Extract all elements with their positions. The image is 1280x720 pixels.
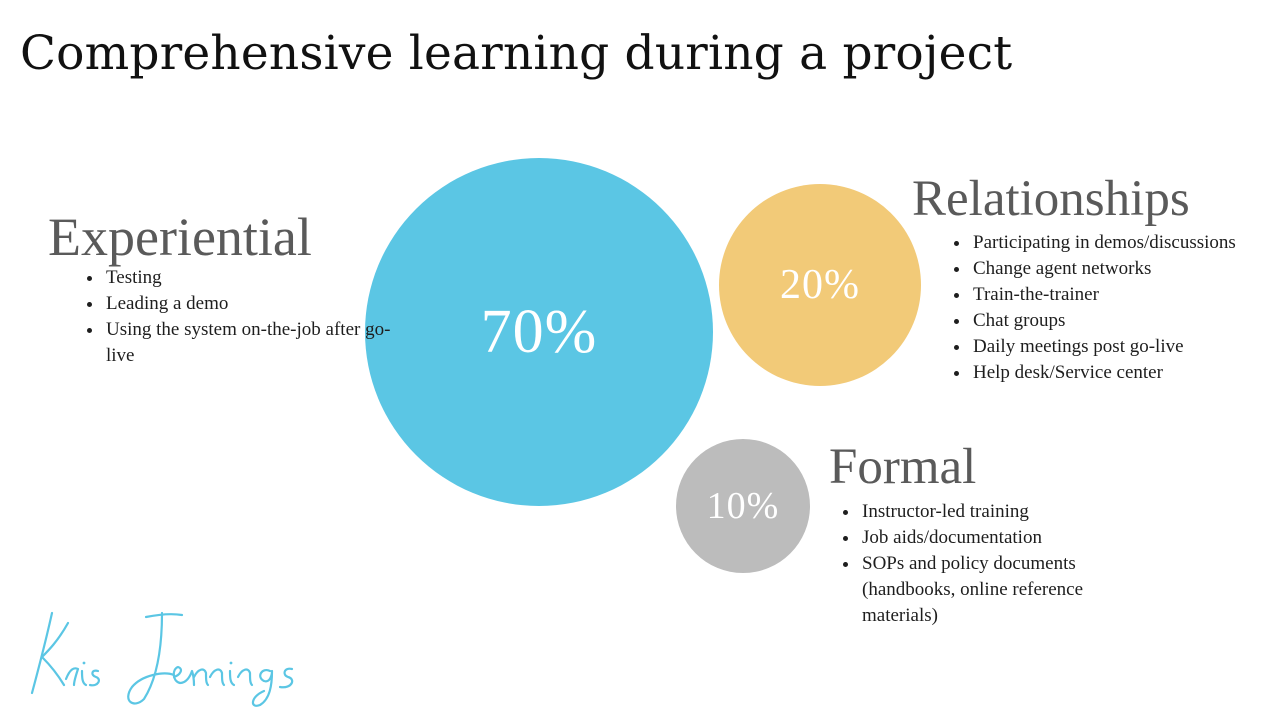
list-item: Change agent networks bbox=[971, 256, 1241, 282]
relationships-circle: 20% bbox=[719, 184, 921, 386]
list-item: Daily meetings post go-live bbox=[971, 334, 1241, 360]
list-item: Train-the-trainer bbox=[971, 282, 1241, 308]
relationships-list: Participating in demos/discussions Chang… bbox=[951, 230, 1241, 386]
experiential-circle: 70% bbox=[365, 158, 713, 506]
list-item: Chat groups bbox=[971, 308, 1241, 334]
relationships-heading: Relationships bbox=[912, 171, 1190, 227]
list-item: Testing bbox=[104, 265, 394, 291]
list-item: Using the system on-the-job after go-liv… bbox=[104, 317, 394, 369]
list-item: SOPs and policy documents (handbooks, on… bbox=[860, 551, 1150, 629]
signature-logo bbox=[30, 611, 294, 707]
formal-list: Instructor-led training Job aids/documen… bbox=[840, 499, 1150, 629]
list-item: Leading a demo bbox=[104, 291, 394, 317]
relationships-percent: 20% bbox=[780, 262, 860, 308]
list-item: Participating in demos/discussions bbox=[971, 230, 1241, 256]
formal-heading: Formal bbox=[829, 439, 977, 495]
page-title: Comprehensive learning during a project bbox=[20, 26, 1013, 81]
experiential-list: Testing Leading a demo Using the system … bbox=[84, 265, 394, 369]
experiential-percent: 70% bbox=[480, 297, 598, 366]
list-item: Job aids/documentation bbox=[860, 525, 1150, 551]
experiential-heading: Experiential bbox=[48, 207, 312, 267]
list-item: Help desk/Service center bbox=[971, 360, 1241, 386]
list-item: Instructor-led training bbox=[860, 499, 1150, 525]
formal-circle: 10% bbox=[676, 439, 810, 573]
formal-percent: 10% bbox=[706, 485, 780, 527]
